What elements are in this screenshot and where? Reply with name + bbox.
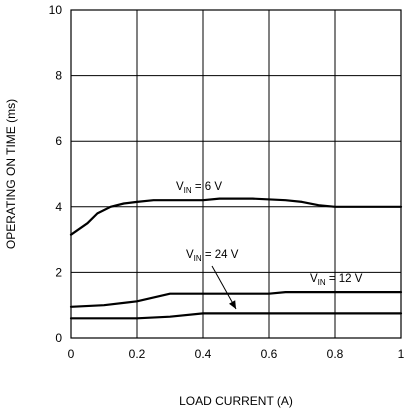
x-tick-labels: 0 0.2 0.4 0.6 0.8 1 (68, 347, 404, 361)
y-axis-title: OPERATING ON TIME (ms) (4, 99, 18, 249)
y-tick-labels: 0 2 4 6 8 10 (49, 3, 63, 345)
y-tick-label: 0 (55, 331, 62, 345)
y-tick-label: 6 (55, 134, 62, 148)
plot-frame (70, 9, 402, 339)
y-tick-label: 10 (49, 3, 63, 17)
series-line-1 (69, 291, 403, 308)
series-label-vin-12v: VIN = 12 V (310, 273, 363, 287)
series-24v-pointer-arrow (211, 265, 237, 310)
series-lines (69, 197, 403, 320)
series-line-2 (69, 312, 403, 320)
x-tick-label: 0.6 (261, 347, 278, 361)
y-tick-label: 4 (55, 200, 62, 214)
series-line-0 (69, 197, 403, 236)
y-tick-label: 2 (55, 265, 62, 279)
x-tick-label: 0.2 (129, 347, 146, 361)
x-tick-label: 0.8 (327, 347, 344, 361)
x-tick-label: 0 (68, 347, 75, 361)
y-tick-label: 8 (55, 69, 62, 83)
x-tick-label: 0.4 (195, 347, 212, 361)
x-tick-label: 1 (398, 347, 404, 361)
series-label-vin-24v: VIN = 24 V (186, 249, 239, 263)
grid-lines (71, 10, 401, 338)
series-label-vin-6v: VIN = 6 V (176, 181, 222, 195)
x-axis-title: LOAD CURRENT (A) (179, 394, 293, 408)
